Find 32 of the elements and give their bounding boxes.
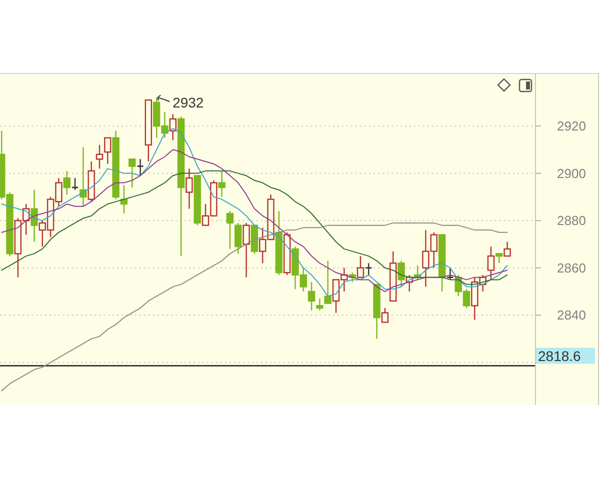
candlestick bbox=[30, 189, 38, 242]
candlestick bbox=[316, 298, 324, 312]
candlestick bbox=[136, 158, 144, 176]
candlestick bbox=[496, 253, 503, 264]
candlestick bbox=[308, 281, 316, 312]
candlestick bbox=[487, 246, 495, 280]
y-tick-label: 2880 bbox=[557, 213, 586, 228]
candlestick bbox=[446, 267, 454, 280]
candlestick bbox=[242, 222, 250, 278]
candlestick bbox=[381, 307, 389, 323]
candlestick bbox=[96, 144, 104, 170]
candlestick bbox=[169, 114, 176, 141]
y-tick-label: 2920 bbox=[557, 118, 586, 134]
y-tick-label: 2860 bbox=[557, 260, 586, 276]
candlestick bbox=[324, 260, 332, 304]
y-tick-label: 2900 bbox=[557, 166, 586, 181]
candlestick bbox=[356, 255, 364, 278]
candlestick bbox=[504, 241, 511, 257]
candlestick bbox=[226, 210, 234, 250]
line-series bbox=[1, 149, 508, 292]
annotation: 2932 bbox=[172, 94, 204, 111]
candlestick bbox=[364, 262, 372, 276]
line-series bbox=[1, 222, 508, 392]
y-tick-label: 2840 bbox=[557, 308, 586, 323]
candlestick bbox=[63, 170, 70, 196]
candlestick bbox=[218, 170, 226, 198]
candlestick bbox=[398, 260, 405, 288]
ref-line-label: 2818.6 bbox=[538, 348, 582, 364]
candlestick bbox=[234, 222, 242, 254]
candlestick bbox=[128, 158, 136, 188]
candlestick bbox=[186, 168, 193, 210]
candlestick bbox=[104, 137, 112, 164]
